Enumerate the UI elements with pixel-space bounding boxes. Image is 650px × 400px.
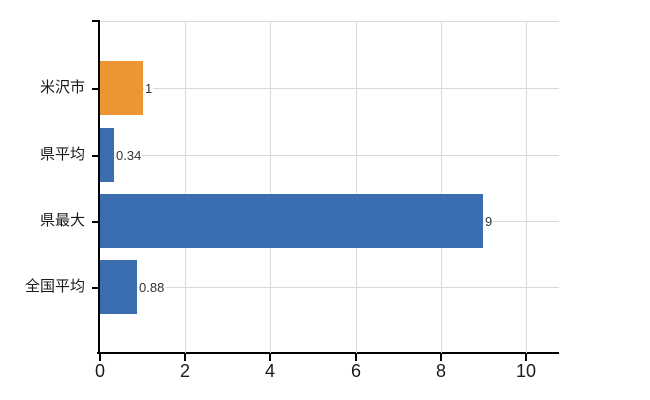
- bar-value-label: 0.34: [115, 128, 143, 182]
- gridline-vertical: [356, 22, 357, 353]
- x-axis-tick-label: 0: [94, 361, 105, 381]
- bar: [100, 61, 143, 115]
- y-axis-top-tick: [92, 20, 99, 22]
- x-axis-tick: [269, 354, 271, 361]
- y-axis-category-tick: [92, 287, 99, 289]
- x-axis-tick-label: 6: [350, 361, 361, 381]
- bar-value-label: 1: [144, 61, 154, 115]
- x-axis-tick-label: 10: [515, 361, 537, 381]
- x-axis-line: [97, 352, 559, 354]
- y-axis-line: [98, 20, 100, 354]
- x-axis-tick-label: 8: [435, 361, 446, 381]
- bar: [100, 194, 483, 248]
- gridline-vertical: [185, 22, 186, 353]
- x-axis-tick: [355, 354, 357, 361]
- x-axis-tick-label: 4: [264, 361, 275, 381]
- gridline-horizontal: [100, 155, 559, 156]
- bar-value-label: 9: [484, 194, 494, 248]
- x-axis-tick-label: 2: [179, 361, 190, 381]
- gridline-horizontal: [100, 88, 559, 89]
- x-axis-tick: [525, 354, 527, 361]
- category-label: 米沢市: [39, 79, 85, 96]
- category-label: 全国平均: [24, 278, 85, 295]
- y-axis-category-tick: [92, 88, 99, 90]
- gridline-vertical: [526, 22, 527, 353]
- x-axis-tick: [99, 354, 101, 361]
- gridline-vertical: [441, 22, 442, 353]
- y-axis-category-tick: [92, 155, 99, 157]
- y-axis-category-tick: [92, 221, 99, 223]
- bar-value-label: 0.88: [138, 260, 166, 314]
- gridline-horizontal: [100, 287, 559, 288]
- bar: [100, 128, 114, 182]
- gridline-vertical: [270, 22, 271, 353]
- plot-top-border: [99, 21, 559, 22]
- x-axis-tick: [184, 354, 186, 361]
- x-axis-tick: [440, 354, 442, 361]
- category-label: 県平均: [39, 146, 85, 163]
- bar: [100, 260, 137, 314]
- category-label: 県最大: [39, 212, 85, 229]
